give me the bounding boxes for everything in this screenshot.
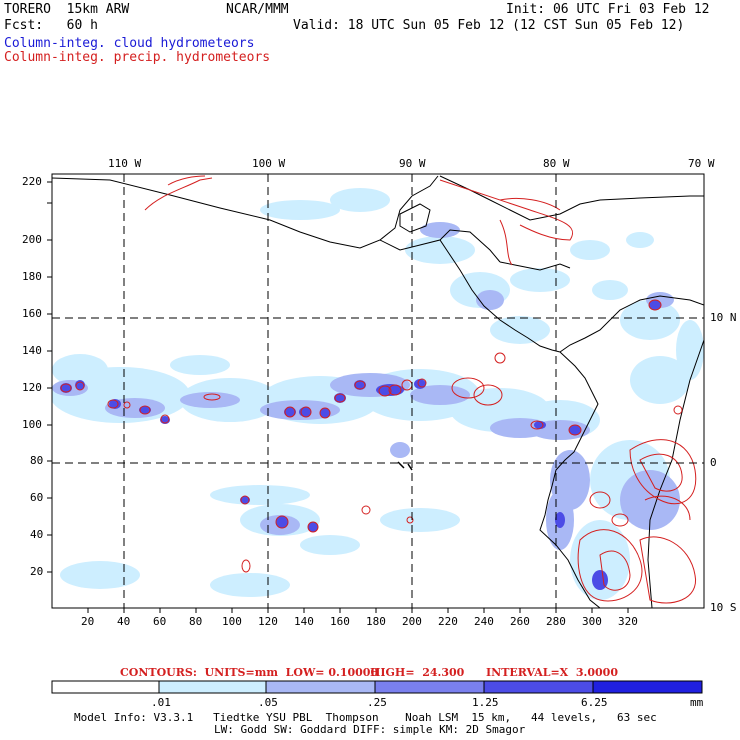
contour-high-label: HIGH= 24.300 [370,666,465,679]
x-tick: 300 [582,615,602,628]
lon-label-70w: 70 W [688,157,715,170]
lat-label-0: 0 [710,456,717,469]
lon-label-90w: 90 W [399,157,426,170]
colorbar-label: 1.25 [472,696,499,709]
x-tick: 220 [438,615,458,628]
field-cloud-label: Column-integ. cloud hydrometeors [4,36,255,51]
x-tick: 100 [222,615,242,628]
y-tick: 40 [30,528,44,541]
forecast-hour: Fcst: 60 h [4,18,98,33]
physics-info: LW: Godd SW: Goddard DIFF: simple KM: 2D… [214,723,526,736]
valid-time: Valid: 18 UTC Sun 05 Feb 12 (12 CST Sun … [293,18,685,33]
colorbar-label: .25 [367,696,387,709]
y-tick: 200 [22,233,42,246]
y-tick: 20 [30,565,44,578]
x-tick: 80 [189,615,203,628]
field-precip-label: Column-integ. precip. hydrometeors [4,50,271,65]
x-tick: 260 [510,615,530,628]
x-tick: 60 [153,615,167,628]
cloud-shading [52,188,704,600]
x-tick: 40 [117,615,131,628]
colorbar-label: 6.25 [581,696,608,709]
map-frame [51,173,705,609]
contour-interval-label: INTERVAL=X 3.0000 [486,666,618,679]
y-tick: 80 [30,454,44,467]
x-tick: 180 [366,615,386,628]
model-title: TORERO 15km ARW [4,2,130,17]
colorbar-label: .05 [258,696,278,709]
colorbar-bin [593,681,702,693]
y-tick: 100 [22,418,42,431]
colorbar-bin [484,681,593,693]
colorbar-label: .01 [151,696,171,709]
colorbar-bin [52,681,159,693]
lon-label-110w: 110 W [108,157,142,170]
lon-label-100w: 100 W [252,157,286,170]
coastlines [52,175,704,608]
y-tick: 180 [22,270,42,283]
init-time: Init: 06 UTC Fri 03 Feb 12 [506,2,710,17]
x-tick: 20 [81,615,95,628]
x-tick: 280 [546,615,566,628]
colorbar-bin [266,681,375,693]
grid-lines [52,174,704,608]
lat-label-10n: 10 N [710,311,737,324]
tick-marks [47,181,629,613]
model-info: Model Info: V3.3.1 Tiedtke YSU PBL Thomp… [74,711,657,724]
org-label: NCAR/MMM [226,2,289,17]
lat-label-10s: 10 S [710,601,737,614]
lon-label-80w: 80 W [543,157,570,170]
x-tick: 240 [474,615,494,628]
x-tick: 320 [618,615,638,628]
colorbar-unit: mm [690,696,704,709]
x-tick: 120 [258,615,278,628]
y-tick: 160 [22,307,42,320]
x-tick: 160 [330,615,350,628]
y-tick: 140 [22,344,42,357]
colorbar-bin [159,681,266,693]
y-tick: 220 [22,175,42,188]
y-tick: 120 [22,381,42,394]
y-tick: 60 [30,491,44,504]
colorbar-bin [375,681,484,693]
contour-units-label: CONTOURS: UNITS=mm LOW= 0.10000 [120,666,379,679]
x-tick: 140 [294,615,314,628]
x-tick: 200 [402,615,422,628]
